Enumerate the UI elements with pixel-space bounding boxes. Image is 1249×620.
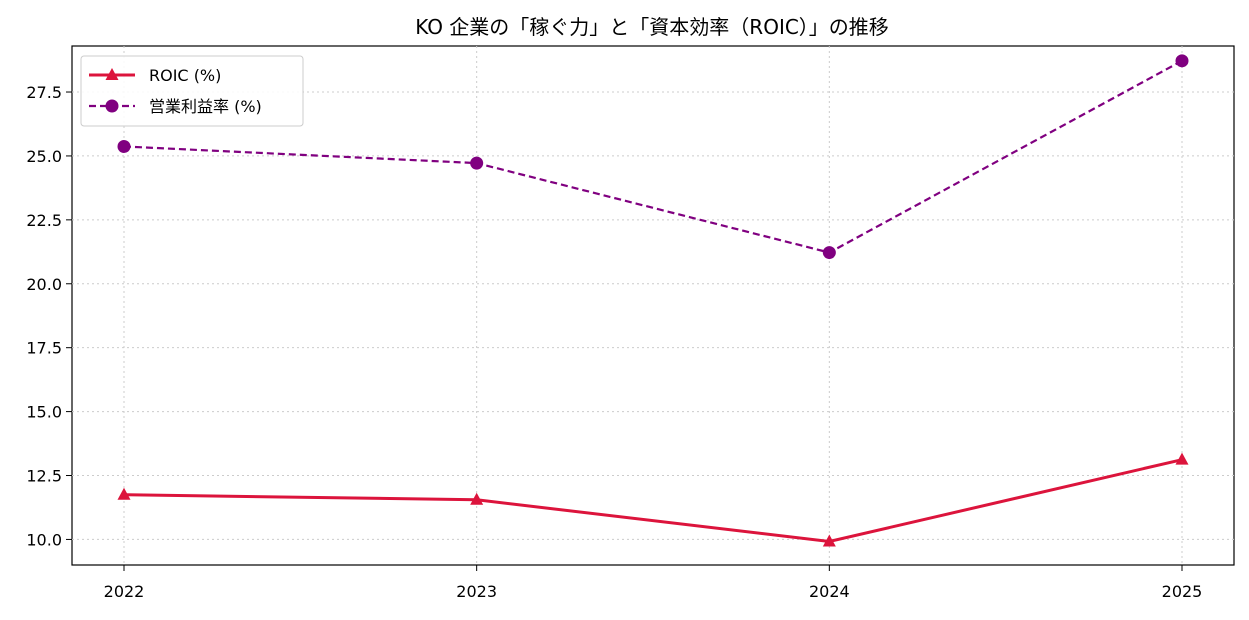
data-point-triangle xyxy=(117,487,131,500)
data-point-triangle xyxy=(1175,452,1189,465)
legend-entry-operating-margin: 営業利益率 (%) xyxy=(89,97,262,116)
y-tick-label: 25.0 xyxy=(26,147,62,166)
chart-title: KO 企業の「稼ぐ力」と「資本効率（ROIC）」の推移 xyxy=(415,15,889,39)
grid-layer xyxy=(72,46,1234,565)
series-line-operating-margin xyxy=(123,59,1183,254)
legend-triangle-marker xyxy=(105,68,119,80)
x-tick-label: 2023 xyxy=(456,582,497,601)
y-tick-label: 27.5 xyxy=(26,83,62,102)
series-layer xyxy=(117,54,1189,547)
y-tick-label: 10.0 xyxy=(26,530,62,549)
legend-label-operating-margin: 営業利益率 (%) xyxy=(149,97,262,116)
y-tick-label: 22.5 xyxy=(26,211,62,230)
axis-layer: 10.0 12.5 15.0 17.5 20.0 22.5 25.0 27.5 2022 2023… xyxy=(26,83,1202,601)
data-point-circle xyxy=(822,246,836,260)
series-line-roic xyxy=(123,458,1183,543)
data-point-triangle xyxy=(470,492,484,505)
legend: ROIC (%) 営業利益率 (%) xyxy=(80,55,304,127)
x-tick-label: 2024 xyxy=(809,582,850,601)
x-tick-label: 2025 xyxy=(1162,582,1203,601)
data-point-circle xyxy=(470,156,484,170)
data-point-triangle xyxy=(822,534,836,547)
y-tick-label: 17.5 xyxy=(26,339,62,358)
data-point-circle xyxy=(1175,54,1189,68)
legend-circle-marker xyxy=(105,99,119,113)
y-tick-label: 12.5 xyxy=(26,467,62,486)
x-tick-label: 2022 xyxy=(104,582,145,601)
legend-label-roic: ROIC (%) xyxy=(149,66,221,85)
y-tick-label: 20.0 xyxy=(26,275,62,294)
y-tick-label: 15.0 xyxy=(26,403,62,422)
legend-entry-roic: ROIC (%) xyxy=(89,66,221,85)
plot-frame xyxy=(71,45,1235,566)
legend-box xyxy=(80,55,304,127)
data-point-circle xyxy=(117,139,131,153)
